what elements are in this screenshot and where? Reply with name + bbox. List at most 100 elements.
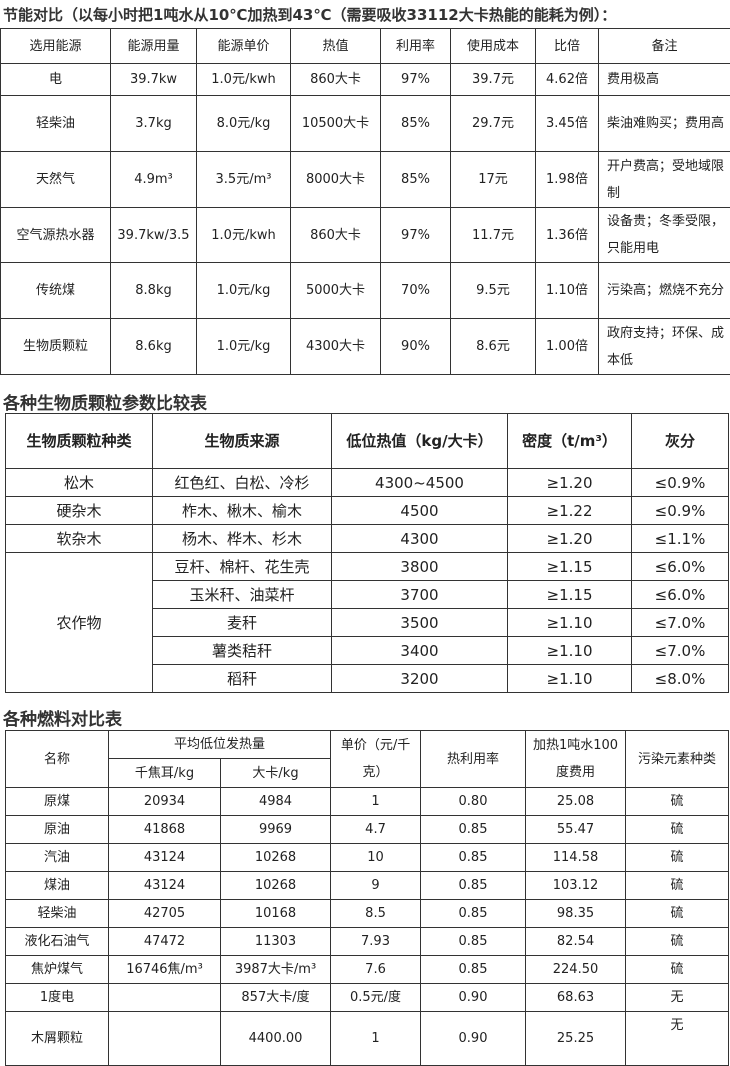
table-cell: 3.45倍 bbox=[536, 96, 599, 152]
column-header: 生物质颗粒种类 bbox=[6, 414, 153, 469]
table-cell: 10268 bbox=[221, 844, 331, 872]
table-cell: 天然气 bbox=[1, 152, 111, 208]
table-cell: 41868 bbox=[109, 816, 221, 844]
table-cell: ≤7.0% bbox=[632, 609, 729, 637]
table-cell: 硫 bbox=[626, 872, 729, 900]
table-cell: 无 bbox=[626, 1012, 729, 1066]
column-header: 利用率 bbox=[381, 29, 451, 64]
table-cell: 8000大卡 bbox=[291, 152, 381, 208]
table-cell: 20934 bbox=[109, 788, 221, 816]
header-row: 生物质颗粒种类生物质来源低位热值（kg/大卡）密度（t/m³）灰分 bbox=[6, 414, 729, 469]
table-cell: ≥1.20 bbox=[508, 525, 632, 553]
table-cell: 70% bbox=[381, 263, 451, 319]
table-cell: 860大卡 bbox=[291, 208, 381, 263]
table-cell: 16746焦/m³ bbox=[109, 956, 221, 984]
table-cell: 政府支持；环保、成本低 bbox=[599, 319, 730, 375]
column-header: 单价（元/千克） bbox=[331, 731, 421, 788]
table-cell: 稻秆 bbox=[153, 665, 332, 693]
table-cell: 木屑颗粒 bbox=[6, 1012, 109, 1066]
table-cell: 9.5元 bbox=[451, 263, 536, 319]
table-cell: 11.7元 bbox=[451, 208, 536, 263]
table-cell: 软杂木 bbox=[6, 525, 153, 553]
table-cell: ≥1.22 bbox=[508, 497, 632, 525]
column-header: 加热1吨水100度费用 bbox=[526, 731, 626, 788]
table-cell: 82.54 bbox=[526, 928, 626, 956]
biomass-parameter-table: 生物质颗粒种类生物质来源低位热值（kg/大卡）密度（t/m³）灰分松木红色红、白… bbox=[5, 413, 729, 693]
table-cell: ≥1.15 bbox=[508, 581, 632, 609]
header-row: 名称平均低位发热量单价（元/千克）热利用率加热1吨水100度费用污染元素种类 bbox=[6, 731, 729, 759]
table-cell: 1.0元/kg bbox=[197, 263, 291, 319]
table-cell: 原煤 bbox=[6, 788, 109, 816]
table-cell: 47472 bbox=[109, 928, 221, 956]
table-cell: 硫 bbox=[626, 844, 729, 872]
table-cell: ≤0.9% bbox=[632, 469, 729, 497]
fuel-comparison-table: 名称平均低位发热量单价（元/千克）热利用率加热1吨水100度费用污染元素种类千焦… bbox=[5, 730, 729, 1066]
table-cell: 松木 bbox=[6, 469, 153, 497]
table-cell: 1.98倍 bbox=[536, 152, 599, 208]
table-cell: 860大卡 bbox=[291, 64, 381, 96]
table-cell: 轻柴油 bbox=[6, 900, 109, 928]
table-cell: 1.00倍 bbox=[536, 319, 599, 375]
table-cell: ≥1.10 bbox=[508, 609, 632, 637]
table-cell: ≤6.0% bbox=[632, 553, 729, 581]
table-cell: 污染高；燃烧不充分 bbox=[599, 263, 730, 319]
table-cell: 3800 bbox=[332, 553, 508, 581]
table-cell: 1 bbox=[331, 1012, 421, 1066]
table-cell: 4500 bbox=[332, 497, 508, 525]
table-cell: 1.0元/kwh bbox=[197, 208, 291, 263]
column-header: 能源单价 bbox=[197, 29, 291, 64]
energy-comparison-title: 节能对比（以每小时把1吨水从10℃加热到43℃（需要吸收33112大卡热能的能耗… bbox=[3, 4, 616, 25]
table-cell: 0.85 bbox=[421, 844, 526, 872]
table-cell: ≤6.0% bbox=[632, 581, 729, 609]
table-cell: 1.10倍 bbox=[536, 263, 599, 319]
table-cell: 原油 bbox=[6, 816, 109, 844]
table-cell: 3.5元/m³ bbox=[197, 152, 291, 208]
table-cell: 0.85 bbox=[421, 928, 526, 956]
table-cell: 1 bbox=[331, 788, 421, 816]
table-cell: 0.90 bbox=[421, 984, 526, 1012]
table-cell: 39.7kw bbox=[111, 64, 197, 96]
table-cell: 4300 bbox=[332, 525, 508, 553]
table-cell: 0.80 bbox=[421, 788, 526, 816]
table-cell: 10268 bbox=[221, 872, 331, 900]
table-cell: 硫 bbox=[626, 956, 729, 984]
table-cell: 7.6 bbox=[331, 956, 421, 984]
table-cell: 红色红、白松、冷杉 bbox=[153, 469, 332, 497]
table-cell: 轻柴油 bbox=[1, 96, 111, 152]
column-header: 生物质来源 bbox=[153, 414, 332, 469]
table-cell: 柞木、楸木、榆木 bbox=[153, 497, 332, 525]
table-cell: 无 bbox=[626, 984, 729, 1012]
table-cell: 10500大卡 bbox=[291, 96, 381, 152]
table-cell: 费用极高 bbox=[599, 64, 730, 96]
column-header: 密度（t/m³） bbox=[508, 414, 632, 469]
table-cell: 3200 bbox=[332, 665, 508, 693]
column-header: 比倍 bbox=[536, 29, 599, 64]
column-header: 污染元素种类 bbox=[626, 731, 729, 788]
table-cell: 0.85 bbox=[421, 816, 526, 844]
column-header: 名称 bbox=[6, 731, 109, 788]
table-cell: ≤1.1% bbox=[632, 525, 729, 553]
table-cell: 43124 bbox=[109, 872, 221, 900]
table-cell: 1.36倍 bbox=[536, 208, 599, 263]
header-row: 选用能源能源用量能源单价热值利用率使用成本比倍备注 bbox=[1, 29, 730, 64]
table-cell: 传统煤 bbox=[1, 263, 111, 319]
table-cell: 3400 bbox=[332, 637, 508, 665]
table-cell: 103.12 bbox=[526, 872, 626, 900]
table-cell: 豆杆、棉杆、花生壳 bbox=[153, 553, 332, 581]
table-cell: 0.85 bbox=[421, 872, 526, 900]
